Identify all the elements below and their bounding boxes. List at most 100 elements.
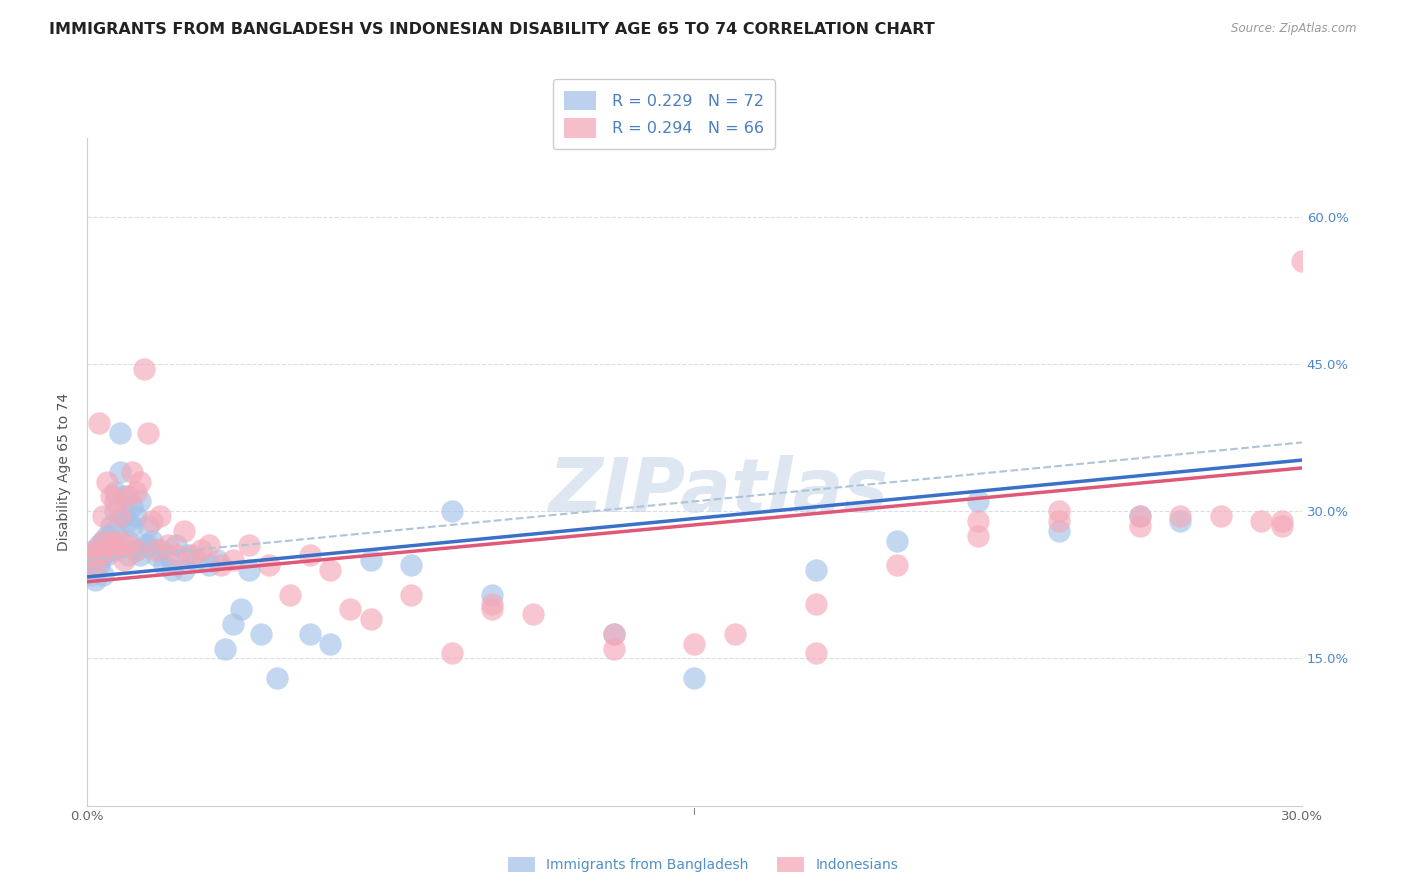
Text: Source: ZipAtlas.com: Source: ZipAtlas.com — [1232, 22, 1357, 36]
Point — [132, 539, 155, 553]
Point — [886, 558, 908, 573]
Point — [100, 533, 122, 548]
Point — [157, 539, 180, 553]
Point — [96, 549, 118, 563]
Point — [125, 543, 148, 558]
Point — [100, 490, 122, 504]
Point — [1250, 514, 1272, 528]
Point — [481, 588, 503, 602]
Point — [339, 602, 361, 616]
Point — [96, 539, 118, 553]
Point — [104, 524, 127, 538]
Point — [266, 671, 288, 685]
Point — [89, 553, 111, 567]
Point — [117, 514, 139, 528]
Point — [967, 529, 990, 543]
Point — [238, 539, 260, 553]
Point — [229, 602, 252, 616]
Point — [121, 500, 143, 514]
Point — [1291, 253, 1313, 268]
Point — [141, 533, 163, 548]
Point — [108, 465, 131, 479]
Point — [1047, 504, 1070, 518]
Point — [197, 558, 219, 573]
Point — [112, 490, 135, 504]
Point — [125, 509, 148, 524]
Point — [84, 573, 107, 587]
Point — [117, 539, 139, 553]
Point — [80, 558, 103, 573]
Point — [724, 627, 747, 641]
Point — [96, 543, 118, 558]
Point — [89, 558, 111, 573]
Point — [93, 543, 115, 558]
Point — [100, 543, 122, 558]
Point — [683, 637, 706, 651]
Point — [157, 549, 180, 563]
Point — [84, 553, 107, 567]
Point — [1271, 519, 1294, 533]
Point — [104, 543, 127, 558]
Point — [1209, 509, 1232, 524]
Point — [173, 524, 195, 538]
Text: ZIPatlas: ZIPatlas — [548, 456, 889, 528]
Point — [136, 539, 159, 553]
Point — [319, 563, 342, 577]
Point — [173, 563, 195, 577]
Point — [89, 549, 111, 563]
Point — [683, 671, 706, 685]
Point — [153, 558, 176, 573]
Point — [804, 563, 827, 577]
Point — [1170, 509, 1192, 524]
Point — [125, 484, 148, 499]
Point — [145, 549, 167, 563]
Point — [80, 549, 103, 563]
Point — [84, 558, 107, 573]
Point — [209, 558, 232, 573]
Point — [89, 416, 111, 430]
Point — [104, 494, 127, 508]
Point — [165, 539, 187, 553]
Point — [440, 504, 463, 518]
Point — [602, 627, 624, 641]
Point — [117, 490, 139, 504]
Point — [96, 475, 118, 489]
Point — [93, 509, 115, 524]
Point — [481, 602, 503, 616]
Point — [89, 549, 111, 563]
Point — [197, 539, 219, 553]
Point — [205, 553, 228, 567]
Point — [117, 533, 139, 548]
Point — [804, 647, 827, 661]
Point — [190, 543, 212, 558]
Point — [117, 549, 139, 563]
Point — [128, 475, 150, 489]
Point — [165, 549, 187, 563]
Point — [1047, 524, 1070, 538]
Point — [96, 529, 118, 543]
Point — [108, 509, 131, 524]
Point — [80, 549, 103, 563]
Point — [104, 504, 127, 518]
Point — [100, 519, 122, 533]
Point — [136, 519, 159, 533]
Point — [181, 549, 204, 563]
Point — [399, 558, 422, 573]
Point — [360, 612, 382, 626]
Point — [93, 533, 115, 548]
Point — [214, 641, 236, 656]
Point — [967, 514, 990, 528]
Point — [1129, 509, 1152, 524]
Point — [145, 543, 167, 558]
Point — [149, 509, 172, 524]
Point — [238, 563, 260, 577]
Point — [298, 627, 321, 641]
Point — [141, 514, 163, 528]
Point — [481, 598, 503, 612]
Point — [104, 484, 127, 499]
Point — [89, 539, 111, 553]
Point — [1170, 514, 1192, 528]
Point — [1047, 514, 1070, 528]
Point — [1129, 509, 1152, 524]
Point — [298, 549, 321, 563]
